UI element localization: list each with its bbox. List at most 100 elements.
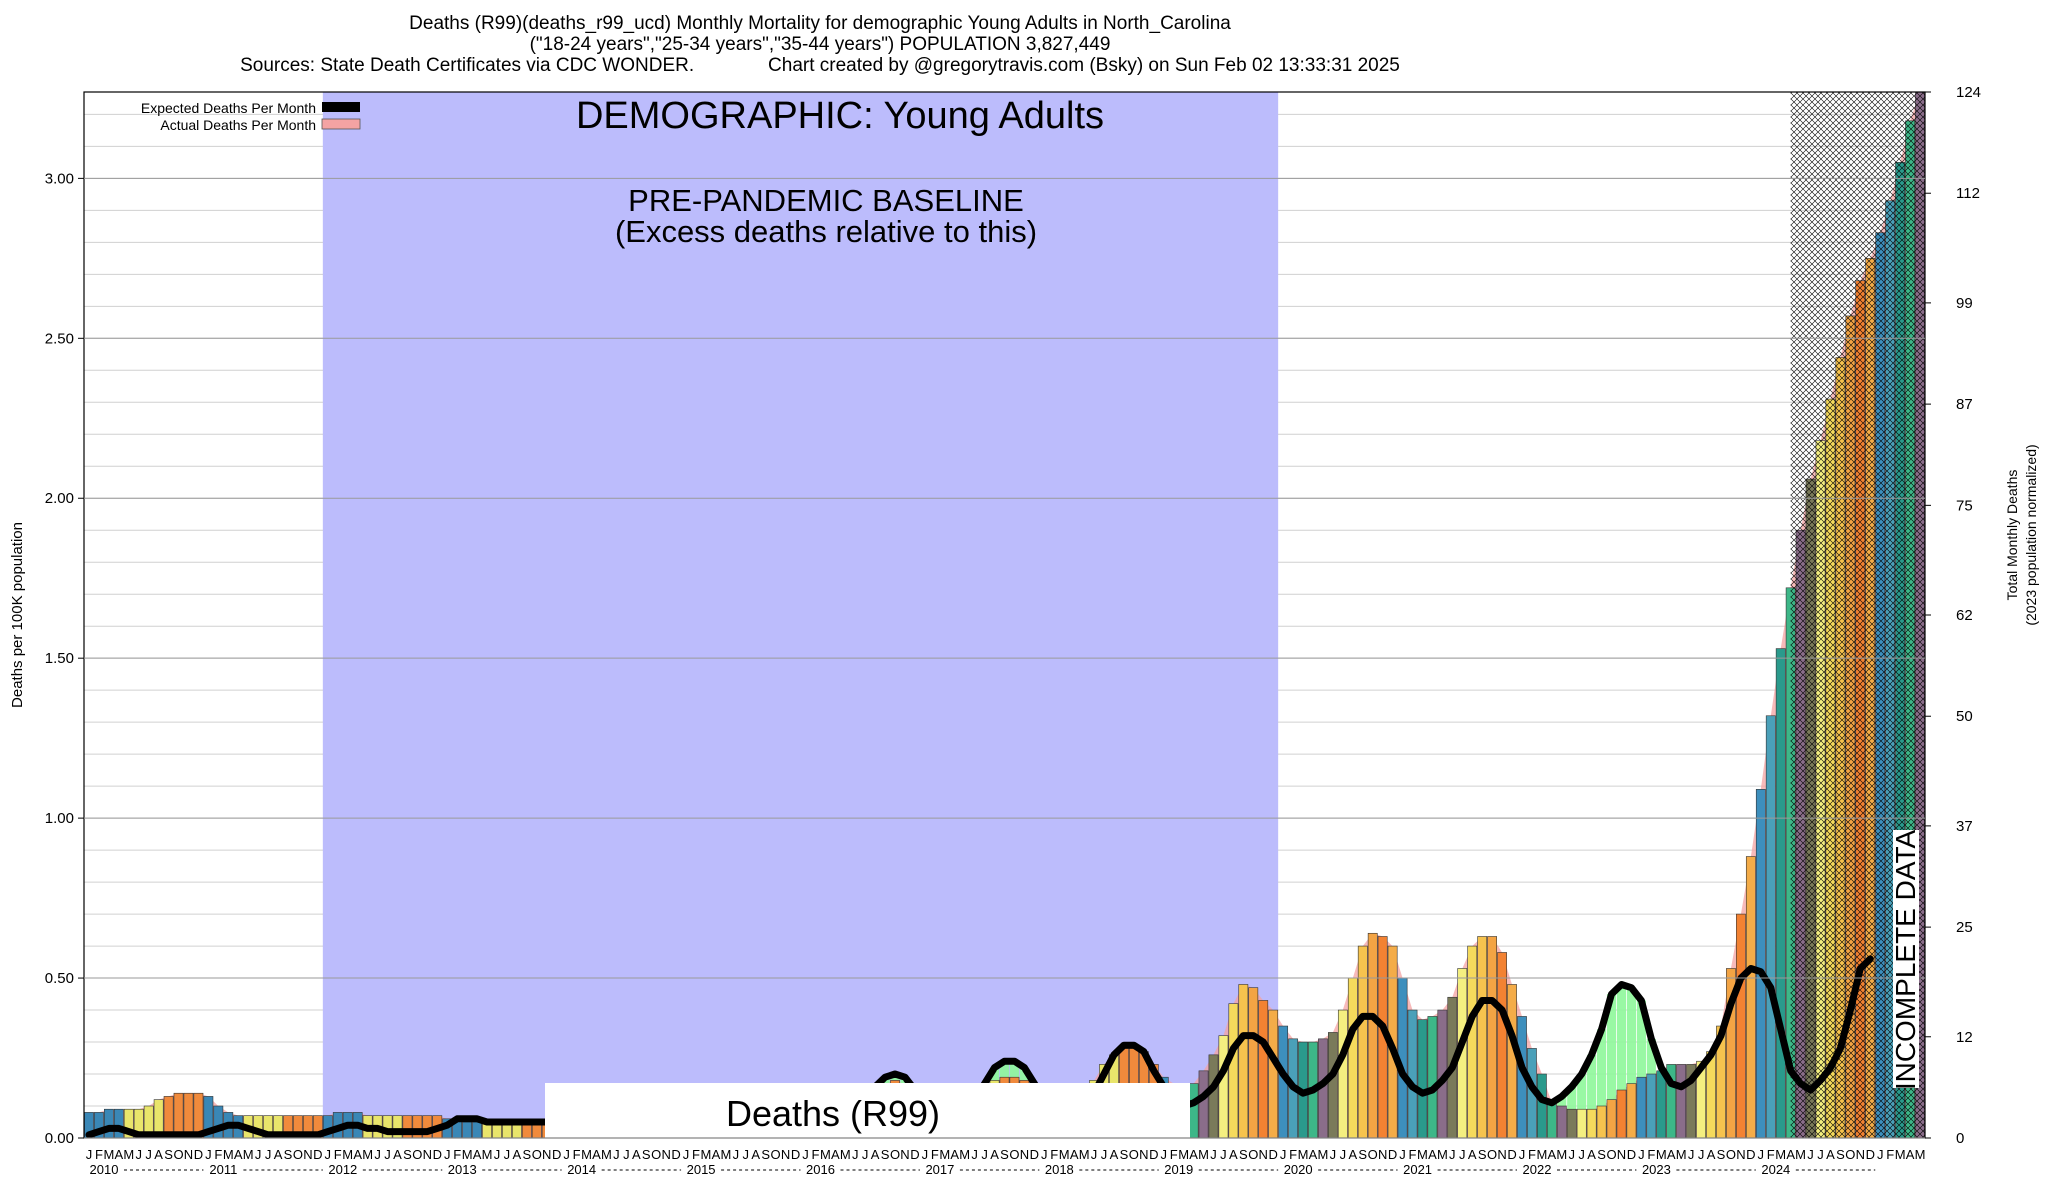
x-month-label: A — [274, 1147, 283, 1162]
x-month-label: S — [403, 1147, 412, 1162]
x-month-label: J — [325, 1147, 332, 1162]
right-tick-label: 25 — [1956, 919, 1973, 936]
bar — [173, 1092, 184, 1139]
x-month-label: J — [1638, 1147, 1645, 1162]
x-month-label: F — [1409, 1147, 1417, 1162]
x-month-label: O — [1606, 1147, 1616, 1162]
cause-label: Deaths (R99) — [726, 1093, 940, 1134]
x-year-label: 2012 — [328, 1162, 357, 1177]
x-year-label: 2011 — [209, 1162, 237, 1177]
x-month-label: A — [473, 1147, 482, 1162]
x-month-label: M — [1775, 1147, 1786, 1162]
x-month-label: F — [1528, 1147, 1536, 1162]
chart-title-line-2: ("18-24 years","25-34 years","35-44 year… — [529, 34, 1111, 55]
x-year-label: 2018 — [1045, 1162, 1074, 1177]
bar — [1238, 984, 1249, 1139]
baseline-period-band — [322, 92, 1279, 1138]
x-month-label: M — [820, 1147, 831, 1162]
x-month-label: M — [1318, 1147, 1329, 1162]
bar — [1487, 936, 1498, 1139]
x-year-label: 2024 — [1761, 1162, 1790, 1177]
bar — [1208, 1054, 1219, 1139]
x-month-label: O — [651, 1147, 661, 1162]
x-month-label: J — [1688, 1147, 1695, 1162]
x-month-label: A — [1348, 1147, 1357, 1162]
x-year-label: 2013 — [448, 1162, 477, 1177]
x-month-label: J — [86, 1147, 93, 1162]
x-month-label: S — [881, 1147, 890, 1162]
x-month-label: A — [1587, 1147, 1596, 1162]
x-month-label: A — [1707, 1147, 1716, 1162]
legend-swatch-actual — [321, 118, 361, 130]
x-month-label: F — [811, 1147, 819, 1162]
x-month-label: J — [494, 1147, 501, 1162]
excess-fill — [1009, 1061, 1020, 1078]
x-month-label: J — [733, 1147, 740, 1162]
x-month-label: J — [265, 1147, 272, 1162]
x-month-label: M — [462, 1147, 473, 1162]
bar — [1606, 1099, 1617, 1139]
right-tick-label: 12 — [1956, 1029, 1973, 1046]
y-axis-label: Deaths per 100K population — [9, 522, 26, 708]
x-month-label: S — [522, 1147, 531, 1162]
x-month-label: O — [173, 1147, 183, 1162]
x-month-label: D — [1030, 1147, 1039, 1162]
bar — [521, 1124, 532, 1139]
x-month-label: F — [1886, 1147, 1894, 1162]
bar — [1755, 789, 1766, 1139]
excess-fill — [1567, 1086, 1577, 1110]
x-month-label: M — [1656, 1147, 1667, 1162]
bar — [1427, 1016, 1438, 1139]
bar — [531, 1124, 542, 1139]
right-tick-label: 37 — [1956, 818, 1973, 835]
y-tick-label: 1.50 — [45, 650, 74, 667]
axes: 0.00 0.50 1.00 1.50 2.00 2.50 3.00 Deaths per 1… — [9, 84, 2039, 1177]
x-month-label: J — [563, 1147, 570, 1162]
x-month-label: N — [661, 1147, 670, 1162]
x-month-label: N — [1139, 1147, 1148, 1162]
bar — [1228, 1003, 1239, 1139]
excess-fill — [1626, 987, 1637, 1084]
x-year-label: 2016 — [806, 1162, 835, 1177]
bar — [183, 1092, 194, 1139]
x-month-label: J — [1877, 1147, 1884, 1162]
x-month-label: A — [393, 1147, 402, 1162]
x-month-label: J — [922, 1147, 929, 1162]
x-month-label: J — [613, 1147, 620, 1162]
x-month-label: N — [1617, 1147, 1626, 1162]
excess-fill — [1616, 984, 1627, 1091]
x-month-label: A — [1468, 1147, 1477, 1162]
x-year-label: 2010 — [90, 1162, 119, 1177]
x-month-label: J — [1449, 1147, 1456, 1162]
bar — [1367, 932, 1378, 1139]
x-month-label: M — [1795, 1147, 1806, 1162]
bar — [1745, 856, 1756, 1139]
right-tick-label: 50 — [1956, 708, 1973, 725]
bar — [1507, 984, 1517, 1139]
x-month-label: F — [214, 1147, 222, 1162]
x-month-label: A — [592, 1147, 601, 1162]
x-month-label: A — [114, 1147, 123, 1162]
right-tick-label: 62 — [1956, 607, 1973, 624]
x-month-label: F — [1289, 1147, 1297, 1162]
y-tick-label: 0.50 — [45, 970, 74, 987]
x-month-label: A — [1229, 1147, 1238, 1162]
bar — [1676, 1064, 1687, 1139]
x-month-label: M — [1536, 1147, 1547, 1162]
x-month-label: N — [1856, 1147, 1865, 1162]
bar — [1248, 987, 1259, 1139]
x-month-label: J — [444, 1147, 451, 1162]
x-month-label: A — [950, 1147, 959, 1162]
x-month-label: N — [1020, 1147, 1029, 1162]
x-month-label: J — [1041, 1147, 1048, 1162]
x-year-label: 2022 — [1523, 1162, 1552, 1177]
x-year-label: 2014 — [567, 1162, 596, 1177]
x-month-label: D — [1388, 1147, 1397, 1162]
x-month-label: O — [412, 1147, 422, 1162]
x-month-label: S — [761, 1147, 770, 1162]
bar — [1188, 1083, 1199, 1139]
y-tick-label: 0.00 — [45, 1130, 74, 1147]
x-month-label: A — [831, 1147, 840, 1162]
x-month-label: A — [1906, 1147, 1915, 1162]
